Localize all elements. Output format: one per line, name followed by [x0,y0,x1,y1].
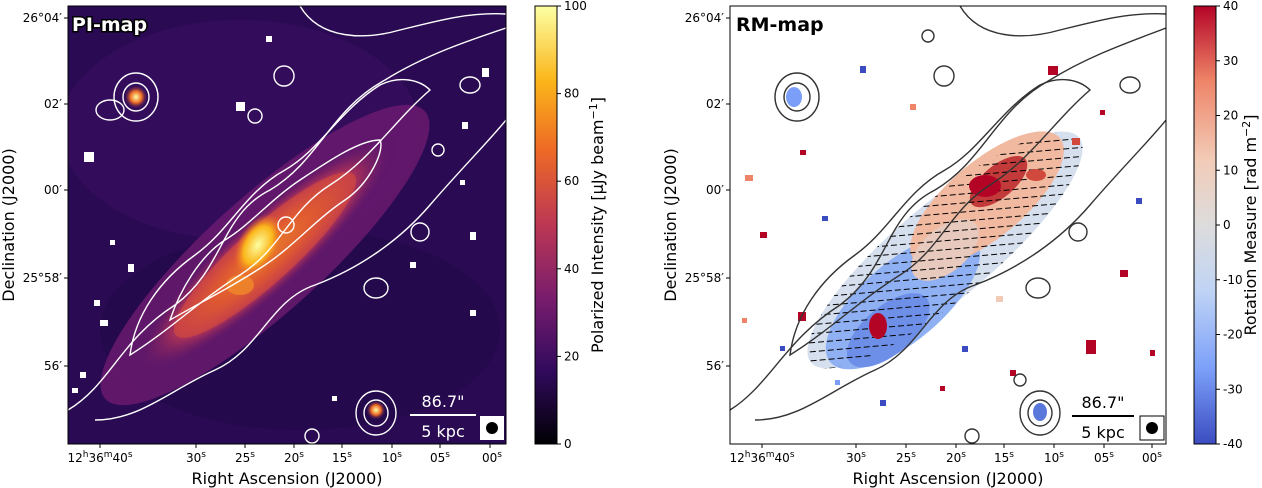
pi-x-tick-5: 10s [382,450,402,465]
rm-scalebar-angular: 86.7" [1082,393,1125,412]
rm-colorbar-label: Rotation Measure [rad m−2] [1240,114,1260,335]
rm-y-ticks: 26°04′ 02′ 00′ 25°58′ 56′ [685,11,730,373]
rm-x-tick-1: 30s [846,450,866,465]
pi-colorbar [534,5,558,445]
rm-colorbar-tick-label-3: -10 [1223,273,1243,287]
pi-scalebar-angular: 86.7" [422,392,465,411]
pi-colorbar-tick-label-5: 100 [564,0,587,13]
pi-y-ticks: 26°04′ 02′ 00′ 25°58′ 56′ [23,11,68,373]
pi-y-tick-0: 26°04′ [23,11,63,25]
rm-x-tick-3: 20s [946,450,966,465]
rm-colorbar-tick-label-8: 40 [1223,0,1238,13]
rm-y-tick-2: 00′ [706,183,724,197]
rm-map-title: RM-map [736,14,824,36]
pi-scalebar-physical: 5 kpc [421,422,464,441]
pi-colorbar-ticks: 0 20 40 60 80 100 [557,0,587,451]
rm-map-panel: RM-map 86.7" 5 kpc 12h36m40s 30s 25s 20s… [661,0,1260,488]
pi-colorbar-tick-label-4: 80 [564,87,579,101]
rm-map-frame [729,5,1167,445]
rm-map-image [730,6,1166,444]
rm-colorbar-tick-label-5: 10 [1223,163,1238,177]
pi-map-frame [67,5,507,445]
pi-x-tick-6: 05s [430,450,450,465]
rm-y-tick-1: 02′ [706,97,724,111]
rm-colorbar-tick-label-2: -20 [1223,328,1243,342]
rm-scalebar-physical: 5 kpc [1081,423,1124,442]
pi-colorbar-label: Polarized Intensity [μJy beam−1] [587,97,607,353]
pi-colorbar-tick-label-1: 20 [564,349,579,363]
pi-y-tick-1: 02′ [44,97,62,111]
pi-y-tick-4: 56′ [44,359,62,373]
pi-x-tick-2: 25s [235,450,255,465]
rm-x-tick-7: 00s [1142,450,1162,465]
rm-colorbar [1193,5,1217,445]
rm-y-tick-0: 26°04′ [685,11,725,25]
rm-y-tick-3: 25°58′ [685,271,725,285]
pi-y-tick-2: 00′ [44,183,62,197]
rm-colorbar-tick-label-7: 30 [1223,54,1238,68]
rm-x-tick-0: 12h36m40s [729,450,794,465]
rm-colorbar-tick-label-0: -40 [1223,437,1243,451]
pi-x-ticks: 12h36m40s 30s 25s 20s 15s 10s 05s 00s [67,444,502,465]
rm-colorbar-ticks: -40 -30 -20 -10 0 10 20 30 40 [1216,0,1243,451]
pi-x-tick-4: 15s [332,450,352,465]
pi-colorbar-tick-label-2: 40 [564,262,579,276]
rm-colorbar-tick-label-4: 0 [1223,218,1231,232]
rm-x-axis-label: Right Ascension (J2000) [853,469,1044,488]
rm-x-tick-6: 05s [1094,450,1114,465]
pi-x-tick-0: 12h36m40s [67,450,132,465]
pi-map-title: PI-map [72,14,147,36]
rm-colorbar-tick-label-6: 20 [1223,109,1238,123]
pi-y-axis-label: Declination (J2000) [0,148,18,301]
rm-x-tick-2: 25s [896,450,916,465]
pi-colorbar-tick-label-3: 60 [564,174,579,188]
rm-y-tick-4: 56′ [706,359,724,373]
pi-map-image [68,6,506,444]
pi-x-tick-7: 00s [482,450,502,465]
rm-x-tick-5: 10s [1044,450,1064,465]
pi-x-tick-1: 30s [186,450,206,465]
rm-colorbar-tick-label-1: -30 [1223,382,1243,396]
pi-map-panel: PI-map 86.7" 5 kpc 12h36m40s 30s 25s 20s… [0,0,607,488]
rm-x-ticks: 12h36m40s 30s 25s 20s 15s 10s 05s 00s [729,444,1162,465]
rm-y-axis-label: Declination (J2000) [661,148,680,301]
pi-colorbar-tick-label-0: 0 [564,437,572,451]
pi-x-tick-3: 20s [284,450,304,465]
pi-x-axis-label: Right Ascension (J2000) [192,469,383,488]
rm-x-tick-4: 15s [994,450,1014,465]
pi-y-tick-3: 25°58′ [23,271,63,285]
